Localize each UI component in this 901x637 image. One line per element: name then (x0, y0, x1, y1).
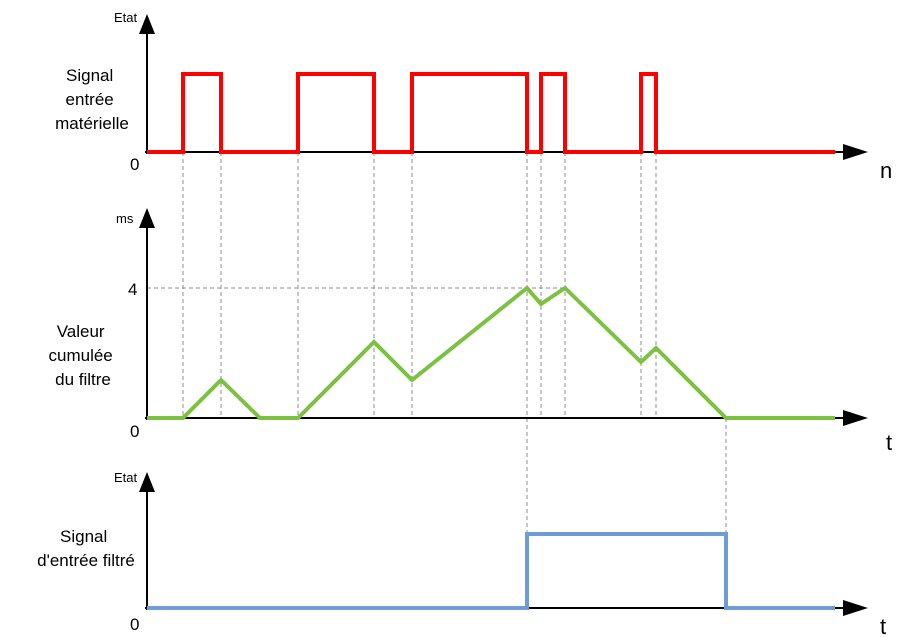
middle-y-arrow (139, 208, 155, 228)
bottom-x-arrow (843, 600, 868, 616)
middle-zero-label: 0 (130, 422, 139, 441)
top-signal-label-line: entrée (66, 90, 114, 109)
middle-x-arrow (843, 410, 868, 426)
filter-value-trace (147, 285, 835, 420)
input-signal-trace (147, 72, 835, 154)
bottom-y-label: Etat (114, 470, 138, 485)
top-signal-label: Signal entrée matérielle (55, 66, 129, 133)
top-y-arrow (139, 14, 155, 34)
middle-chart: ms 4 0 t Valeur cumulée du filtre (49, 208, 892, 455)
bottom-signal-label-line: Signal (60, 527, 107, 546)
top-zero-label: 0 (130, 155, 139, 174)
bottom-y-arrow (139, 472, 155, 492)
bottom-signal-label-line: d'entrée filtré (37, 551, 135, 570)
top-signal-label-line: matérielle (55, 114, 129, 133)
top-signal-label-line: Signal (66, 66, 113, 85)
middle-y-label: ms (116, 211, 134, 226)
middle-signal-label: Valeur cumulée du filtre (49, 322, 118, 389)
middle-signal-label-line: Valeur (57, 322, 105, 341)
middle-signal-label-line: du filtre (55, 370, 111, 389)
bottom-zero-label: 0 (130, 615, 139, 634)
middle-x-label: t (886, 430, 892, 455)
bottom-chart: Etat 0 t Signal d'entrée filtré (37, 470, 886, 637)
bottom-signal-label: Signal d'entrée filtré (37, 527, 135, 570)
filtered-signal-trace (147, 532, 835, 610)
guide-lines (147, 152, 727, 608)
top-x-arrow (843, 144, 868, 160)
top-chart: Etat 0 n Signal entrée matérielle (55, 10, 892, 183)
middle-signal-label-line: cumulée (49, 346, 113, 365)
middle-tick-label: 4 (128, 280, 137, 299)
top-x-label: n (880, 158, 892, 183)
top-y-label: Etat (114, 10, 138, 25)
bottom-x-label: t (880, 614, 886, 637)
